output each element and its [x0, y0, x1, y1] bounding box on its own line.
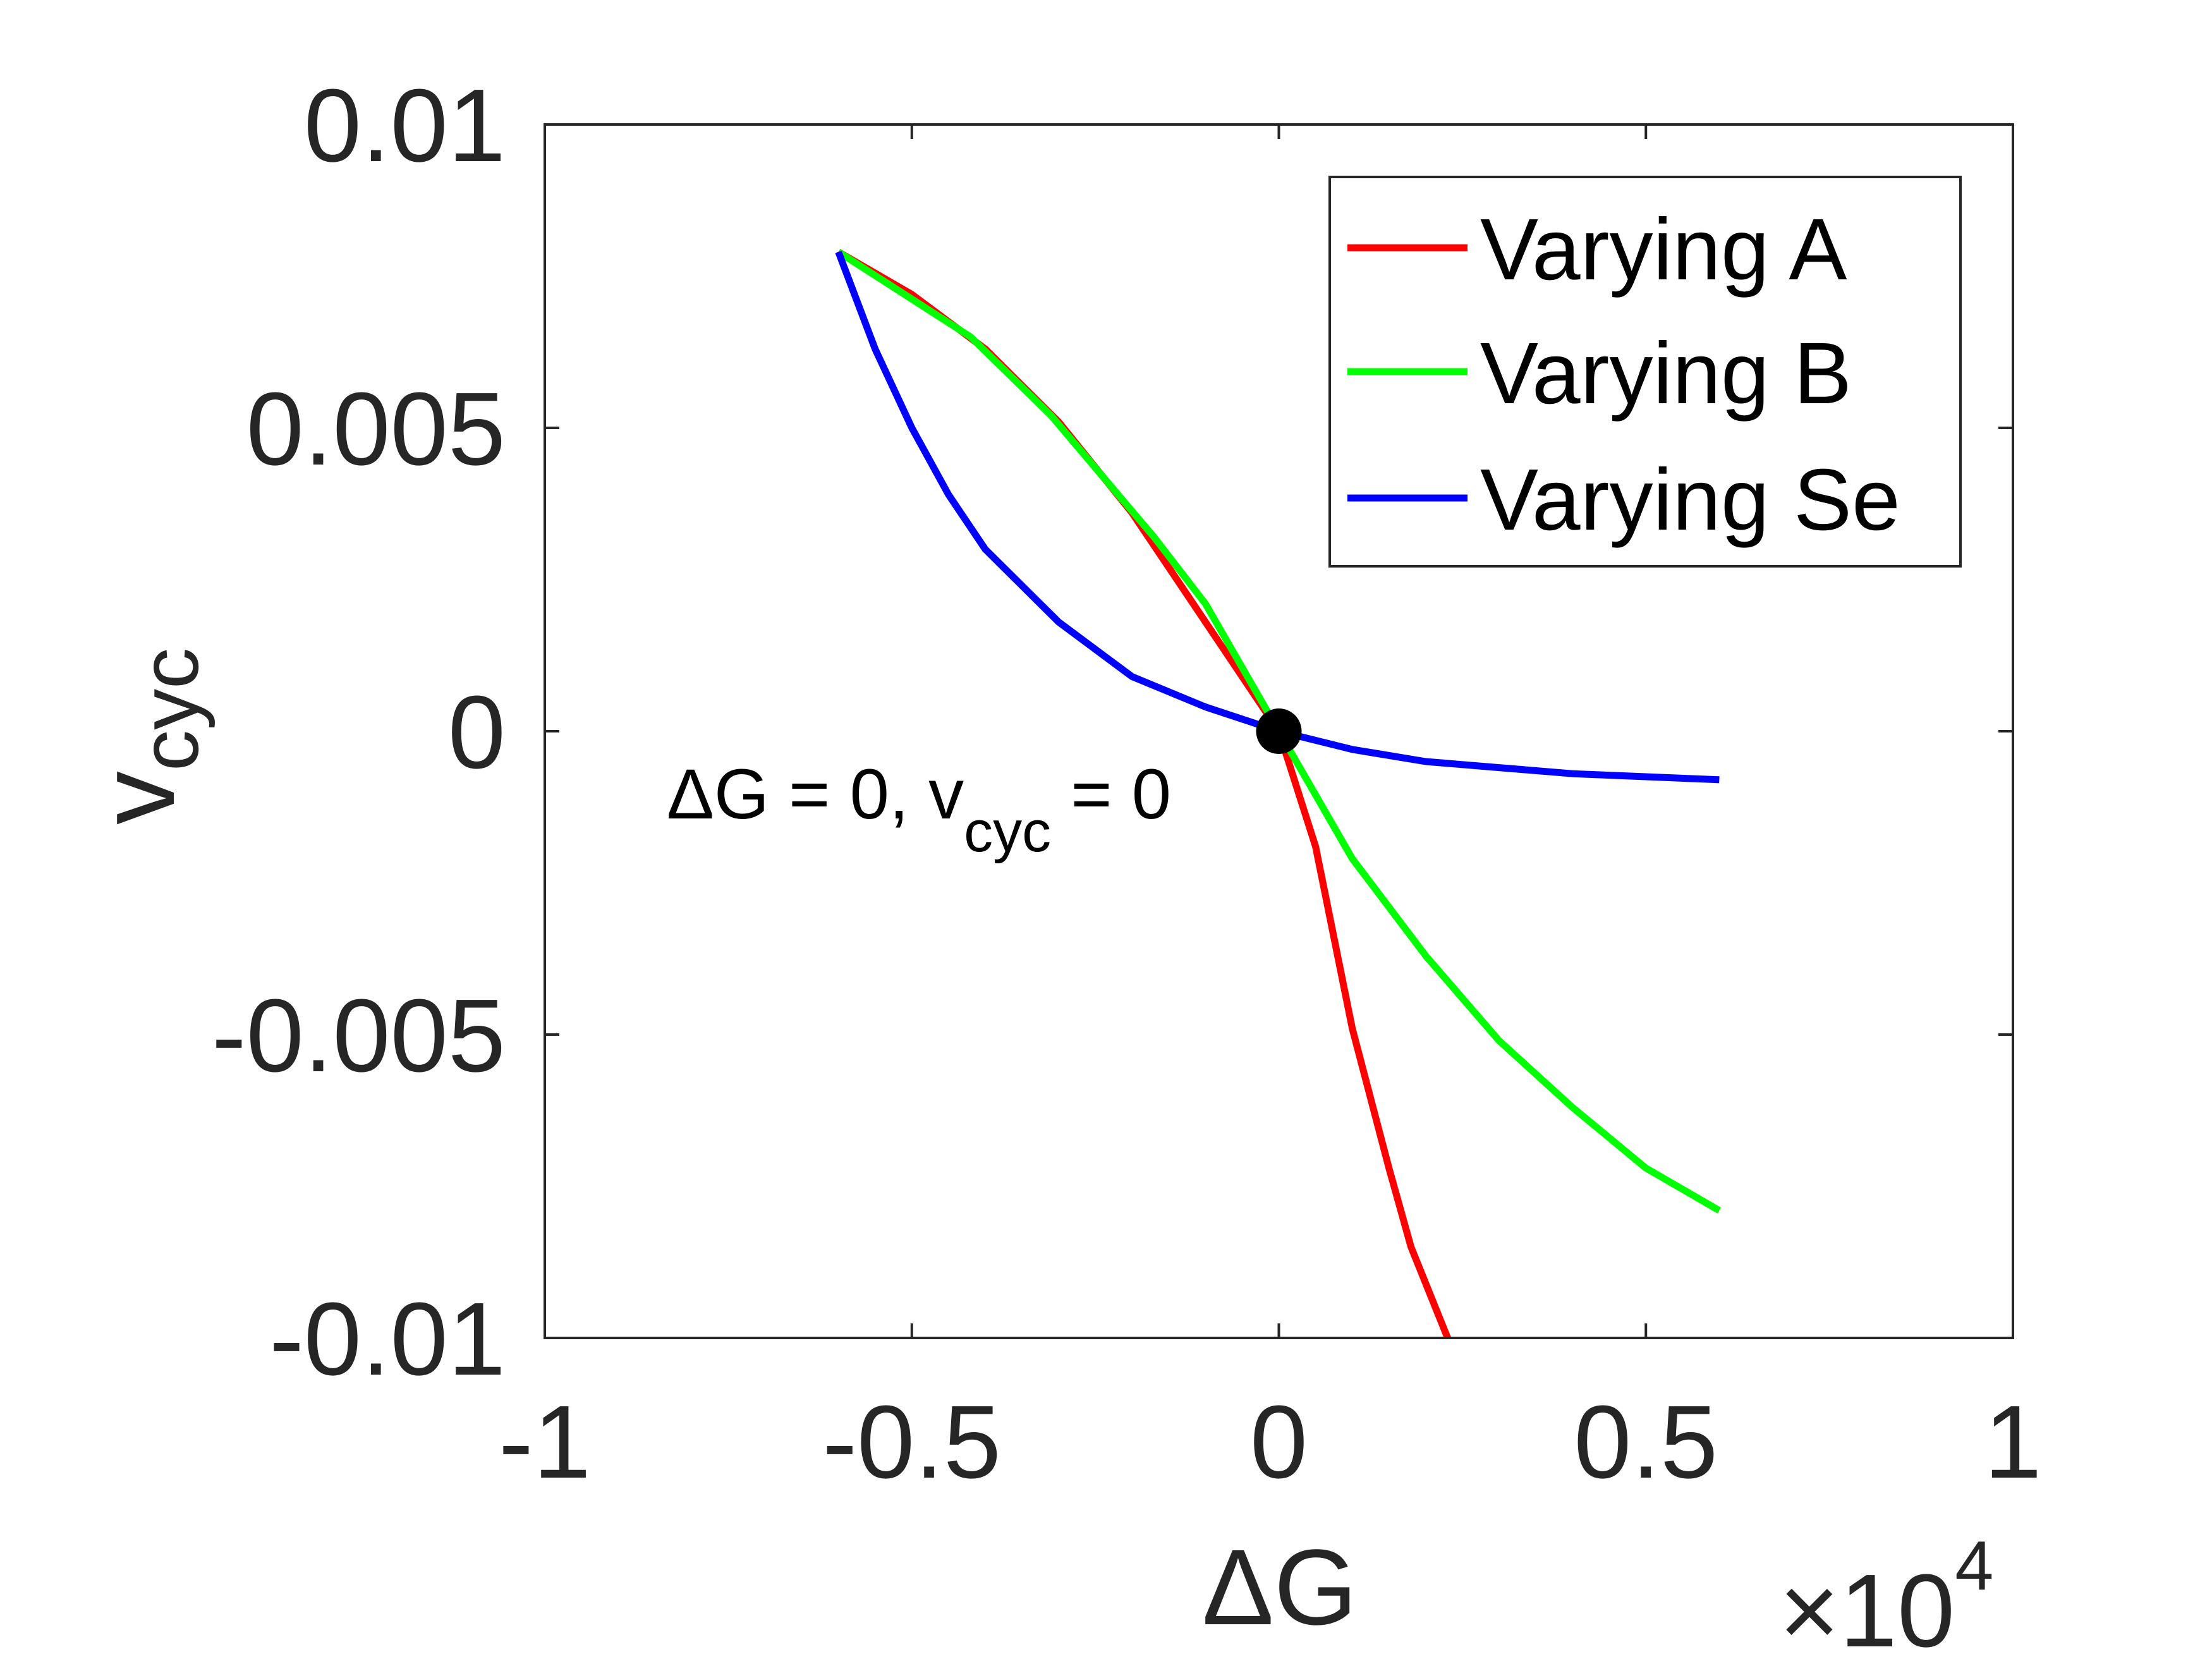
y-tick-label-4: -0.005	[212, 978, 506, 1093]
legend-label-2: Varying B	[1480, 325, 1852, 422]
x-axis-exponent-power: 4	[1955, 1527, 1993, 1605]
axes-layer	[544, 123, 2014, 1339]
y-axis-title-sub: cyc	[123, 648, 216, 771]
legend: Varying A Varying B Varying Se	[1328, 176, 1962, 568]
origin-annotation: ΔG = 0, vcyc = 0	[667, 755, 1171, 864]
x-tick-label-3: 0	[1250, 1384, 1308, 1500]
y-tick-label-3: 0	[448, 674, 506, 790]
origin-annotation-sub: cyc	[964, 799, 1051, 864]
x-axis-exponent: ×104	[1779, 1527, 1993, 1659]
y-axis-title: vcyc	[77, 648, 216, 825]
origin-annotation-suffix: = 0	[1051, 755, 1171, 834]
x-tick-label-1: -1	[499, 1384, 591, 1500]
y-axis-title-main: v	[77, 771, 197, 825]
legend-items: Varying A Varying B Varying Se	[1347, 201, 1900, 549]
y-tick-label-5: -0.01	[269, 1281, 506, 1397]
legend-label-3: Varying Se	[1480, 451, 1900, 549]
series-line-3	[835, 250, 1720, 784]
y-tick-label-2: 0.005	[246, 371, 506, 487]
x-axis-title: ΔG	[1202, 1528, 1358, 1648]
x-axis-exponent-prefix: ×10	[1779, 1553, 1955, 1659]
tick-label-layer: -1 -0.5 0 0.5 1 0.01 0.005 0 -0.005 -0.01	[212, 68, 2042, 1500]
x-tick-label-5: 1	[1984, 1384, 2041, 1500]
y-tick-label-1: 0.01	[304, 68, 506, 183]
origin-annotation-prefix: ΔG = 0, v	[667, 755, 964, 834]
legend-label-1: Varying A	[1480, 201, 1847, 298]
x-tick-label-4: 0.5	[1574, 1384, 1718, 1500]
svg-text:vcyc: vcyc	[77, 648, 216, 825]
x-tick-label-2: -0.5	[822, 1384, 1001, 1500]
origin-marker	[1256, 708, 1302, 754]
